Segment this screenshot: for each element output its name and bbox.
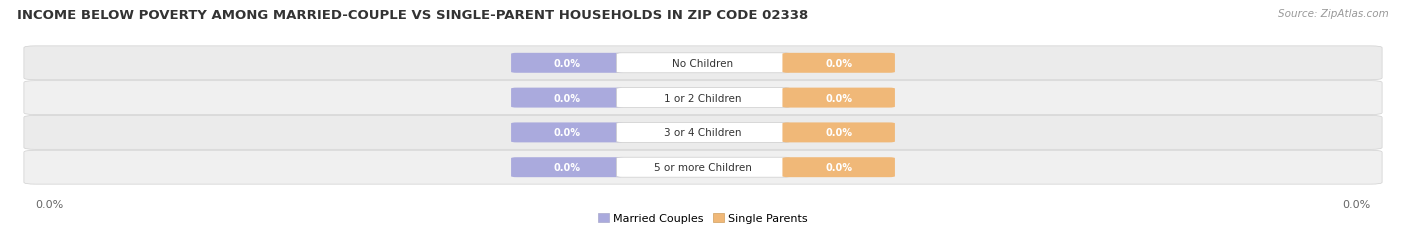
FancyBboxPatch shape <box>782 54 896 73</box>
Text: 0.0%: 0.0% <box>554 93 581 103</box>
FancyBboxPatch shape <box>782 88 896 108</box>
FancyBboxPatch shape <box>782 123 896 143</box>
Text: 3 or 4 Children: 3 or 4 Children <box>664 128 742 138</box>
Text: 1 or 2 Children: 1 or 2 Children <box>664 93 742 103</box>
Text: 0.0%: 0.0% <box>825 128 852 138</box>
FancyBboxPatch shape <box>512 123 624 143</box>
Text: 0.0%: 0.0% <box>825 162 852 173</box>
Text: INCOME BELOW POVERTY AMONG MARRIED-COUPLE VS SINGLE-PARENT HOUSEHOLDS IN ZIP COD: INCOME BELOW POVERTY AMONG MARRIED-COUPL… <box>17 9 808 22</box>
FancyBboxPatch shape <box>616 88 790 108</box>
FancyBboxPatch shape <box>616 54 790 73</box>
FancyBboxPatch shape <box>512 158 624 177</box>
FancyBboxPatch shape <box>782 158 896 177</box>
Legend: Married Couples, Single Parents: Married Couples, Single Parents <box>598 213 808 223</box>
FancyBboxPatch shape <box>616 158 790 177</box>
Text: 0.0%: 0.0% <box>825 93 852 103</box>
FancyBboxPatch shape <box>512 88 624 108</box>
Text: 5 or more Children: 5 or more Children <box>654 162 752 173</box>
Text: 0.0%: 0.0% <box>35 199 63 210</box>
Text: 0.0%: 0.0% <box>554 162 581 173</box>
FancyBboxPatch shape <box>24 116 1382 150</box>
FancyBboxPatch shape <box>24 47 1382 80</box>
FancyBboxPatch shape <box>512 54 624 73</box>
Text: 0.0%: 0.0% <box>825 58 852 69</box>
FancyBboxPatch shape <box>616 123 790 143</box>
Text: No Children: No Children <box>672 58 734 69</box>
Text: 0.0%: 0.0% <box>554 58 581 69</box>
Text: Source: ZipAtlas.com: Source: ZipAtlas.com <box>1278 9 1389 19</box>
Text: 0.0%: 0.0% <box>554 128 581 138</box>
FancyBboxPatch shape <box>24 81 1382 115</box>
Text: 0.0%: 0.0% <box>1343 199 1371 210</box>
FancyBboxPatch shape <box>24 151 1382 184</box>
